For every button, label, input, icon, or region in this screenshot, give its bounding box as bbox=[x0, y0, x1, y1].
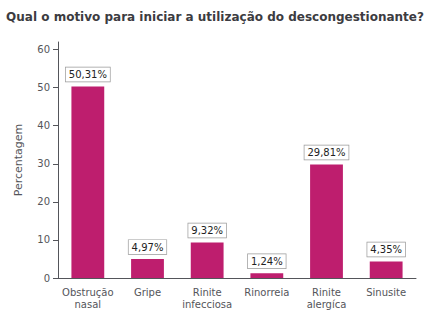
svg-text:50,31%: 50,31% bbox=[69, 69, 107, 80]
svg-text:Rinite: Rinite bbox=[312, 287, 341, 298]
svg-text:nasal: nasal bbox=[75, 299, 102, 310]
svg-text:1,24%: 1,24% bbox=[251, 256, 283, 267]
svg-text:4,35%: 4,35% bbox=[370, 244, 402, 255]
svg-text:20: 20 bbox=[37, 196, 50, 207]
svg-text:Obstrução: Obstrução bbox=[62, 287, 114, 298]
svg-text:0: 0 bbox=[44, 273, 50, 284]
svg-text:29,81%: 29,81% bbox=[307, 147, 345, 158]
svg-text:Rinite: Rinite bbox=[193, 287, 222, 298]
svg-text:Sinusite: Sinusite bbox=[366, 287, 406, 298]
svg-text:alergíca: alergíca bbox=[307, 299, 347, 310]
svg-text:50: 50 bbox=[37, 82, 50, 93]
svg-text:60: 60 bbox=[37, 44, 50, 55]
svg-text:4,97%: 4,97% bbox=[132, 242, 164, 253]
svg-text:infecciosa: infecciosa bbox=[182, 299, 232, 310]
svg-text:10: 10 bbox=[37, 234, 50, 245]
svg-text:30: 30 bbox=[37, 158, 50, 169]
svg-text:Qual o motivo para iniciar a u: Qual o motivo para iniciar a utilização … bbox=[6, 10, 424, 24]
svg-text:Percentagem: Percentagem bbox=[12, 124, 25, 197]
svg-text:40: 40 bbox=[37, 120, 50, 131]
svg-text:9,32%: 9,32% bbox=[191, 225, 223, 236]
svg-text:Rinorreia: Rinorreia bbox=[244, 287, 289, 298]
svg-text:Gripe: Gripe bbox=[134, 287, 161, 298]
